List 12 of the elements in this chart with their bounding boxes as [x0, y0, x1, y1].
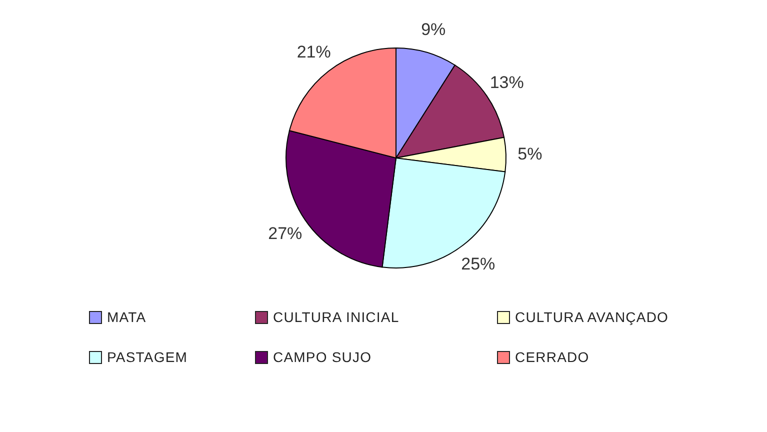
legend-label: PASTAGEM — [107, 349, 188, 365]
legend-label: CULTURA AVANÇADO — [515, 309, 669, 325]
legend-label: CULTURA INICIAL — [273, 309, 400, 325]
data-label: 27% — [268, 224, 302, 243]
legend-label: MATA — [107, 309, 146, 325]
legend-label: CERRADO — [515, 349, 590, 365]
data-label: 25% — [461, 254, 496, 274]
data-label: 21% — [296, 42, 331, 62]
data-label: 9% — [421, 20, 446, 39]
legend-label: CAMPO SUJO — [273, 349, 372, 365]
data-label: 13% — [490, 73, 524, 92]
data-label: 5% — [518, 144, 542, 164]
